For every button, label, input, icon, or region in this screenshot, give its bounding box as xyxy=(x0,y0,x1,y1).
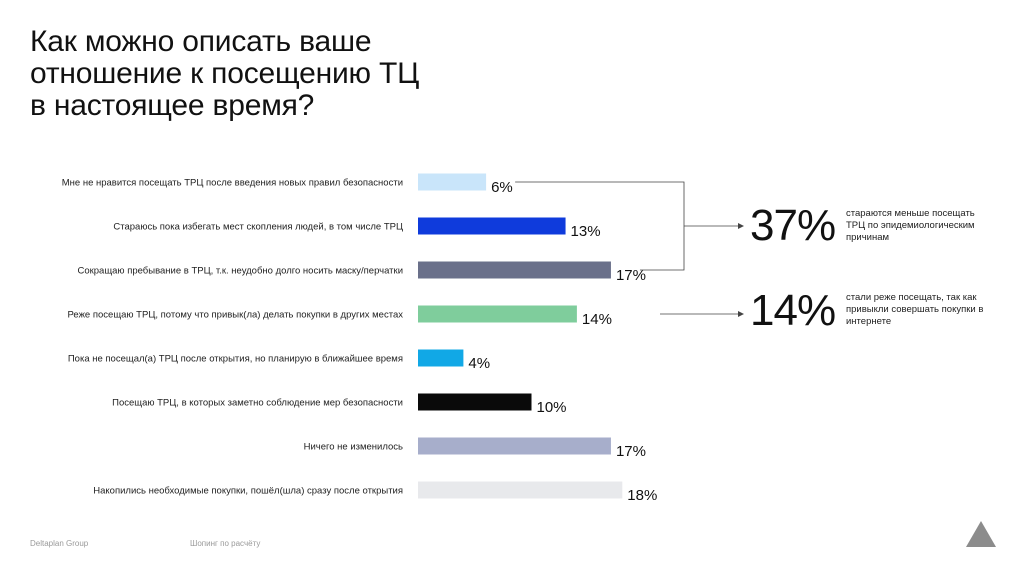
summary-text-online: стали реже посещать, так как привыкли со… xyxy=(846,292,984,327)
title-line: Как можно описать ваше xyxy=(30,25,372,58)
value-label: 10% xyxy=(537,399,567,416)
summary-value-online: 14% xyxy=(750,286,836,335)
bar xyxy=(418,305,577,323)
bar xyxy=(418,261,611,279)
value-label: 17% xyxy=(616,267,646,284)
category-label: Стараюсь пока избегать мест скопления лю… xyxy=(113,222,403,233)
title-line: в настоящее время? xyxy=(30,89,315,122)
category-label: Сокращаю пребывание в ТРЦ, т.к. неудобно… xyxy=(77,266,403,277)
value-label: 14% xyxy=(582,311,612,328)
value-label: 6% xyxy=(491,179,513,196)
triangle-logo-icon xyxy=(966,521,996,547)
page-title: Как можно описать ваше отношение к посещ… xyxy=(30,26,419,122)
bar xyxy=(418,173,487,191)
footer-company: Deltaplan Group xyxy=(30,539,89,548)
category-label: Мне не нравится посещать ТРЦ после введе… xyxy=(62,178,403,189)
category-label: Накопились необходимые покупки, пошёл(шл… xyxy=(93,486,403,497)
bar xyxy=(418,393,532,411)
category-label: Посещаю ТРЦ, в которых заметно соблюдени… xyxy=(112,398,403,409)
value-label: 13% xyxy=(571,223,601,240)
category-label: Ничего не изменилось xyxy=(304,442,403,453)
category-label: Реже посещаю ТРЦ, потому что привык(ла) … xyxy=(67,310,403,321)
bar xyxy=(418,217,566,235)
summary-text-epidemic: стараются меньше посещать ТРЦ по эпидеми… xyxy=(846,208,975,243)
title-line: отношение к посещению ТЦ xyxy=(30,57,420,90)
arrow-head-icon xyxy=(738,311,744,317)
category-label: Пока не посещал(а) ТРЦ после открытия, н… xyxy=(68,354,403,365)
value-label: 18% xyxy=(627,487,657,504)
arrow-head-icon xyxy=(738,223,744,229)
footer-series: Шопинг по расчёту xyxy=(190,539,261,548)
summary-value-epidemic: 37% xyxy=(750,201,836,250)
value-label: 4% xyxy=(468,355,490,372)
bar xyxy=(418,481,623,499)
value-label: 17% xyxy=(616,443,646,460)
bar xyxy=(418,437,611,455)
bar xyxy=(418,349,464,367)
